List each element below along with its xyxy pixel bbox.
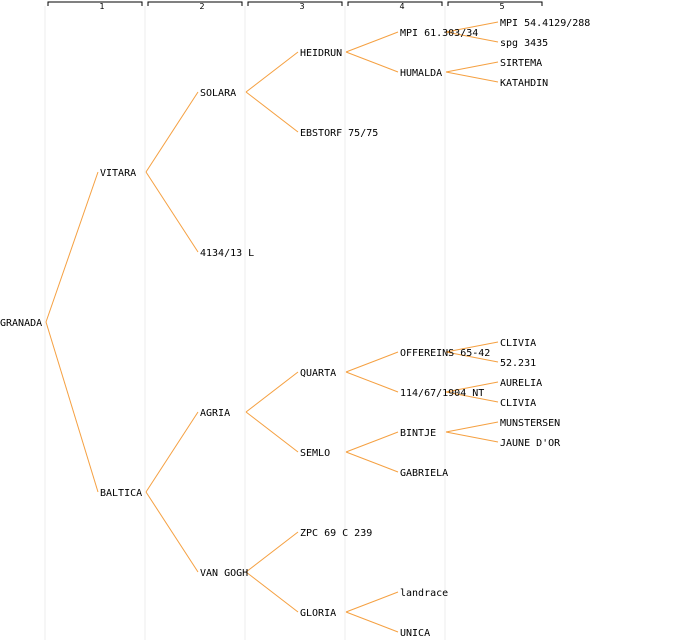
tree-edge [245, 371, 299, 413]
tree-edge [345, 371, 399, 393]
generation-number: 2 [199, 2, 204, 11]
tree-edge [45, 171, 99, 323]
generation-bracket [447, 1, 543, 6]
tree-edge [345, 51, 399, 73]
tree-edge [445, 421, 499, 433]
tree-edge [445, 71, 499, 83]
tree-edge [445, 391, 499, 403]
node-label[interactable]: HUMALDA [400, 68, 442, 79]
node-label[interactable]: AURELIA [500, 378, 542, 389]
tree-edge [345, 431, 399, 453]
node-label[interactable]: SIRTEMA [500, 58, 542, 69]
tree-edge [445, 381, 499, 393]
node-label[interactable]: CLIVIA [500, 398, 536, 409]
node-label[interactable]: JAUNE D'OR [500, 438, 561, 449]
tree-edge [245, 531, 299, 573]
node-label[interactable]: VAN GOGH [200, 568, 248, 579]
node-label[interactable]: 4134/13 L [200, 248, 254, 259]
tree-edge [145, 171, 199, 253]
tree-edge [245, 571, 299, 613]
node-label[interactable]: 52.231 [500, 358, 536, 369]
node-label[interactable]: ZPC 69 C 239 [300, 528, 372, 539]
node-label[interactable]: BALTICA [100, 488, 142, 499]
tree-edge [45, 321, 99, 493]
tree-edge [245, 51, 299, 93]
node-label[interactable]: SOLARA [200, 88, 236, 99]
tree-edge [445, 31, 499, 43]
tree-edge [145, 411, 199, 493]
tree-edge [345, 451, 399, 473]
node-label[interactable]: 114/67/1904 NT [400, 388, 484, 399]
node-label[interactable]: AGRIA [200, 408, 230, 419]
node-label[interactable]: QUARTA [300, 368, 336, 379]
node-label[interactable]: EBSTORF 75/75 [300, 128, 378, 139]
tree-edge [145, 491, 199, 573]
tree-edge [345, 31, 399, 53]
generation-number: 3 [299, 2, 304, 11]
node-label[interactable]: GLORIA [300, 608, 336, 619]
generation-bracket [347, 1, 443, 6]
tree-edge [445, 61, 499, 73]
node-label[interactable]: MPI 54.4129/288 [500, 18, 590, 29]
node-label[interactable]: MUNSTERSEN [500, 418, 560, 429]
node-label[interactable]: VITARA [100, 168, 136, 179]
tree-edge [445, 341, 499, 353]
tree-edge [445, 431, 499, 443]
node-label[interactable]: BINTJE [400, 428, 436, 439]
node-label[interactable]: CLIVIA [500, 338, 536, 349]
node-label[interactable]: OFFEREINS 65-42 [400, 348, 490, 359]
node-label[interactable]: SEMLO [300, 448, 330, 459]
node-label[interactable]: MPI 61.303/34 [400, 28, 478, 39]
node-label[interactable]: spg 3435 [500, 38, 548, 49]
node-label[interactable]: landrace [400, 588, 448, 599]
tree-edge [245, 91, 299, 133]
tree-edge [445, 351, 499, 363]
generation-number: 5 [499, 2, 504, 11]
node-label[interactable]: KATAHDIN [500, 78, 548, 89]
generation-bracket [147, 1, 243, 6]
tree-edge [245, 411, 299, 453]
node-label[interactable]: HEIDRUN [300, 48, 342, 59]
tree-edge [345, 591, 399, 613]
edges [45, 21, 499, 633]
nodes: GRANADA VITARA SOLARA HEIDRUN MPI 61.303/34 M… [0, 18, 590, 639]
generation-bracket [47, 1, 143, 6]
generation-number: 1 [99, 2, 104, 11]
tree-edge [345, 351, 399, 373]
node-label[interactable]: GRANADA [0, 318, 42, 329]
node-label[interactable]: GABRIELA [400, 468, 448, 479]
generation-number: 4 [399, 2, 404, 11]
tree-edge [145, 91, 199, 173]
node-label[interactable]: UNICA [400, 628, 430, 639]
generation-bracket [247, 1, 343, 6]
tree-edge [345, 611, 399, 633]
tree-edge [445, 21, 499, 33]
